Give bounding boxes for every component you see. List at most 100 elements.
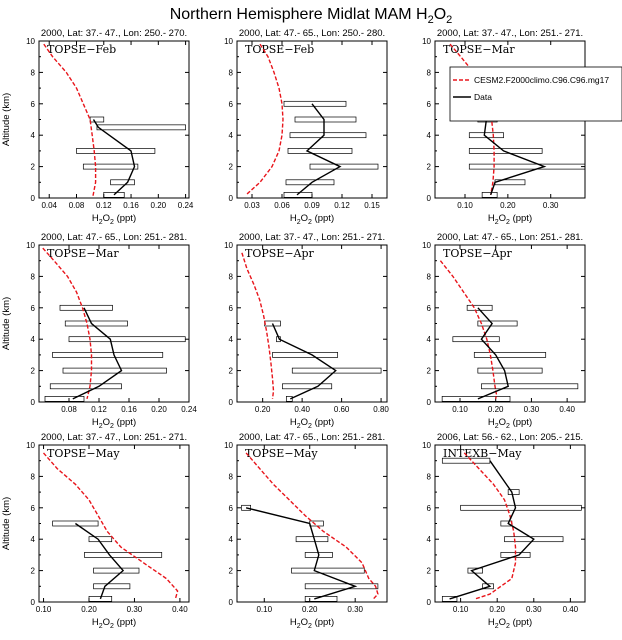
- data-range-box: [52, 352, 164, 358]
- data-range-box: [441, 596, 458, 602]
- data-range-box: [64, 320, 128, 327]
- x-tick-label: 0.12: [91, 405, 107, 414]
- data-range-box: [49, 383, 122, 390]
- data-range-box: [287, 148, 353, 154]
- x-axis-label: H2O2 (ppt): [488, 417, 532, 430]
- y-tick-label: 10: [26, 441, 35, 450]
- campaign-label: TOPSE−Feb: [245, 43, 314, 56]
- x-axis-label: H2O2 (ppt): [488, 617, 532, 630]
- x-tick-label: 0.12: [334, 201, 350, 210]
- data-range-box: [309, 163, 379, 170]
- x-axis-label: H2O2 (ppt): [92, 617, 136, 630]
- y-tick-label: 0: [427, 598, 432, 607]
- x-tick-label: 0.10: [457, 201, 473, 210]
- y-tick-label: 4: [229, 535, 234, 544]
- panel-title: 2000, Lat: 37.- 47., Lon: 251.- 271.: [41, 432, 187, 443]
- data-range-box: [289, 132, 367, 139]
- panel-title: 2000, Lat: 47.- 65., Lon: 250.- 280.: [239, 28, 385, 39]
- model-profile-line: [245, 43, 284, 196]
- x-tick-label: 0.20: [255, 405, 271, 414]
- y-tick-label: 2: [31, 567, 36, 576]
- data-range-box: [96, 124, 186, 131]
- x-tick-label: 0.15: [364, 201, 380, 210]
- x-tick-label: 0.60: [334, 405, 350, 414]
- y-tick-label: 6: [427, 304, 432, 313]
- y-tick-label: 8: [31, 472, 36, 481]
- campaign-label: TOPSE−Mar: [443, 43, 515, 56]
- data-profile-line: [477, 307, 510, 400]
- x-tick-label: 0.40: [559, 405, 575, 414]
- x-tick-label: 0.30: [543, 201, 559, 210]
- campaign-label: TOPSE−Apr: [443, 247, 513, 260]
- data-range-box: [89, 116, 105, 123]
- y-tick-label: 2: [427, 163, 432, 172]
- data-profile-line: [449, 460, 535, 600]
- data-range-box: [468, 148, 543, 154]
- y-tick-label: 10: [422, 37, 431, 46]
- data-range-box: [507, 489, 520, 495]
- data-profile-line: [245, 507, 358, 600]
- data-range-box: [282, 383, 333, 390]
- y-tick-label: 4: [427, 535, 432, 544]
- data-range-box: [441, 457, 491, 464]
- y-tick-label: 8: [229, 472, 234, 481]
- x-tick-label: 0.12: [96, 201, 112, 210]
- y-tick-label: 2: [229, 163, 234, 172]
- x-tick-label: 0.10: [256, 605, 272, 614]
- data-range-box: [504, 536, 564, 543]
- model-profile-line: [241, 252, 275, 399]
- x-tick-label: 0.16: [123, 201, 139, 210]
- y-tick-label: 6: [31, 100, 36, 109]
- y-tick-label: 10: [26, 37, 35, 46]
- data-profile-line: [483, 119, 547, 196]
- y-tick-label: 8: [31, 68, 36, 77]
- model-profile-line: [439, 260, 498, 400]
- data-range-box: [68, 336, 186, 343]
- chart-panel-8: 2000, Lat: 47.- 65., Lon: 251.- 281. 0 2 4 6…: [224, 432, 388, 630]
- y-tick-label: 4: [229, 335, 234, 344]
- y-tick-label: 0: [31, 598, 36, 607]
- x-tick-label: 0.10: [452, 405, 468, 414]
- data-range-box: [481, 192, 498, 198]
- x-tick-label: 0.30: [127, 605, 143, 614]
- data-range-box: [241, 504, 251, 511]
- campaign-label: INTEXB−May: [443, 447, 522, 460]
- x-tick-label: 0.20: [81, 605, 97, 614]
- campaign-label: TOPSE−May: [245, 447, 318, 460]
- x-tick-label: 0.04: [41, 201, 57, 210]
- model-profile-line: [43, 43, 97, 197]
- x-tick-label: 0.40: [172, 605, 188, 614]
- legend: CESM2.F2000climo.C96.C96.mg17 Data: [449, 66, 622, 122]
- x-tick-label: 0.40: [563, 605, 579, 614]
- chart-panel-2: 2000, Lat: 47.- 65., Lon: 250.- 280. 0 2 4 6…: [224, 28, 388, 226]
- y-tick-label: 6: [31, 504, 36, 513]
- data-range-box: [62, 367, 167, 374]
- y-tick-label: 8: [427, 472, 432, 481]
- x-tick-label: 0.30: [524, 405, 540, 414]
- y-tick-label: 8: [229, 68, 234, 77]
- panel-title: 2006, Lat: 56.- 62., Lon: 205.- 215.: [437, 432, 583, 443]
- y-tick-label: 4: [31, 131, 36, 140]
- y-tick-label: 10: [224, 441, 233, 450]
- x-axis-label: H2O2 (ppt): [290, 213, 334, 226]
- y-tick-label: 2: [229, 567, 234, 576]
- data-profile-line: [92, 119, 136, 196]
- x-axis-label: H2O2 (ppt): [92, 417, 136, 430]
- x-tick-label: 0.20: [151, 201, 167, 210]
- y-axis-label: Altitude (km): [1, 497, 12, 550]
- y-tick-label: 8: [31, 272, 36, 281]
- y-tick-label: 2: [427, 567, 432, 576]
- x-tick-label: 0.40: [294, 405, 310, 414]
- y-tick-label: 0: [229, 598, 234, 607]
- y-tick-label: 10: [422, 241, 431, 250]
- x-tick-label: 0.09: [304, 201, 320, 210]
- campaign-label: TOPSE−Mar: [47, 247, 119, 260]
- y-tick-label: 0: [427, 194, 432, 203]
- data-profile-line: [271, 323, 337, 400]
- data-range-box: [477, 320, 518, 327]
- data-range-box: [59, 304, 113, 311]
- data-range-box: [304, 552, 333, 558]
- data-range-box: [473, 352, 547, 358]
- data-range-box: [481, 383, 579, 390]
- x-tick-label: 0.30: [347, 605, 363, 614]
